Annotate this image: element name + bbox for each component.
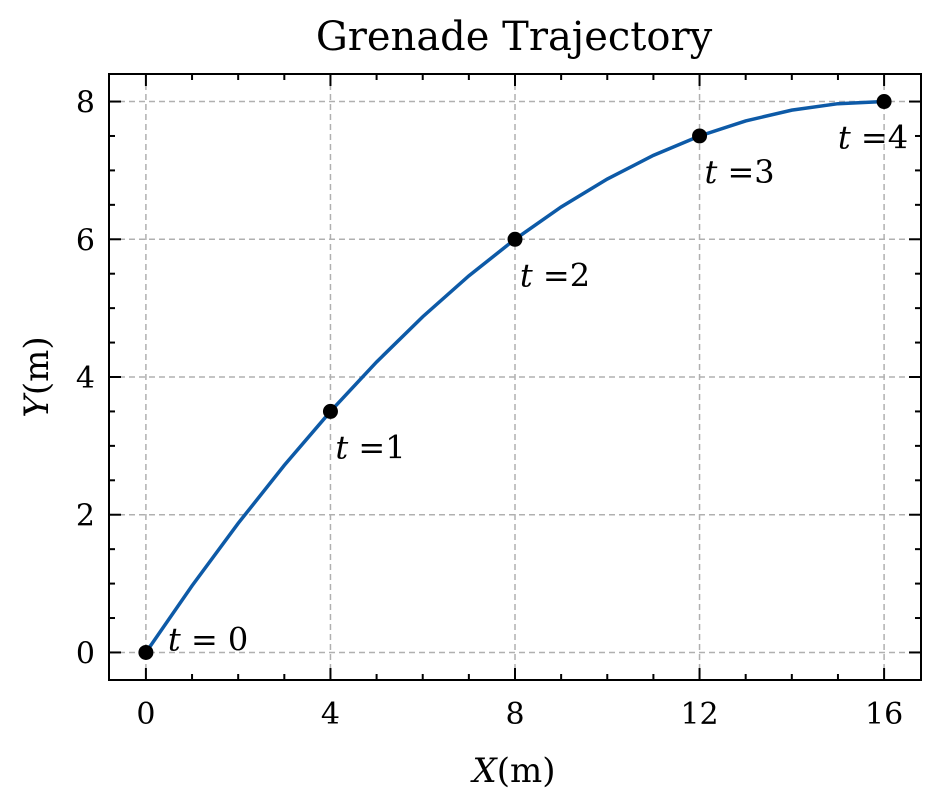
x-axis-var: X <box>470 751 499 791</box>
grid-lines <box>109 74 921 680</box>
point-annotation: t =4 <box>838 119 908 157</box>
chart-title: Grenade Trajectory <box>316 14 713 60</box>
data-point <box>507 231 523 247</box>
point-annotation: t =2 <box>520 256 590 294</box>
x-tick-label: 0 <box>136 697 155 732</box>
annotation-var: t <box>704 153 717 191</box>
x-tick-label: 16 <box>865 697 903 732</box>
y-tick-label: 6 <box>76 223 95 258</box>
point-annotation: t = 0 <box>168 620 248 658</box>
y-tick-label: 8 <box>76 86 95 121</box>
y-tick-label: 2 <box>76 499 95 534</box>
annotation-value: =3 <box>717 153 774 191</box>
x-tick-label: 8 <box>505 697 524 732</box>
annotation-value: = 0 <box>181 620 249 658</box>
point-annotations: t = 0t =1t =2t =3t =4 <box>168 119 908 659</box>
y-axis-var: Y <box>17 392 57 418</box>
data-point <box>322 403 338 419</box>
annotation-value: =1 <box>348 428 405 466</box>
annotation-value: =4 <box>851 119 908 157</box>
y-tick-label: 4 <box>76 361 95 396</box>
data-points <box>138 94 892 660</box>
x-axis-unit: (m) <box>497 751 556 791</box>
annotation-var: t <box>520 256 533 294</box>
data-point <box>692 128 708 144</box>
plot-frame <box>108 73 922 681</box>
y-axis-label: Y(m) <box>17 336 57 417</box>
point-annotation: t =1 <box>335 428 405 466</box>
annotation-var: t <box>335 428 348 466</box>
x-axis-label: X(m) <box>470 751 556 791</box>
y-axis-unit: (m) <box>17 336 57 395</box>
annotation-var: t <box>168 620 181 658</box>
tick-labels: 0 4 8 12 16 0 2 4 6 8 <box>76 86 903 732</box>
x-tick-label: 12 <box>680 697 718 732</box>
point-annotation: t =3 <box>704 153 774 191</box>
annotation-var: t <box>838 119 851 157</box>
data-point <box>138 644 154 660</box>
y-tick-label: 0 <box>76 636 95 671</box>
x-tick-label: 4 <box>321 697 340 732</box>
data-point <box>876 94 892 110</box>
annotation-value: =2 <box>533 256 590 294</box>
